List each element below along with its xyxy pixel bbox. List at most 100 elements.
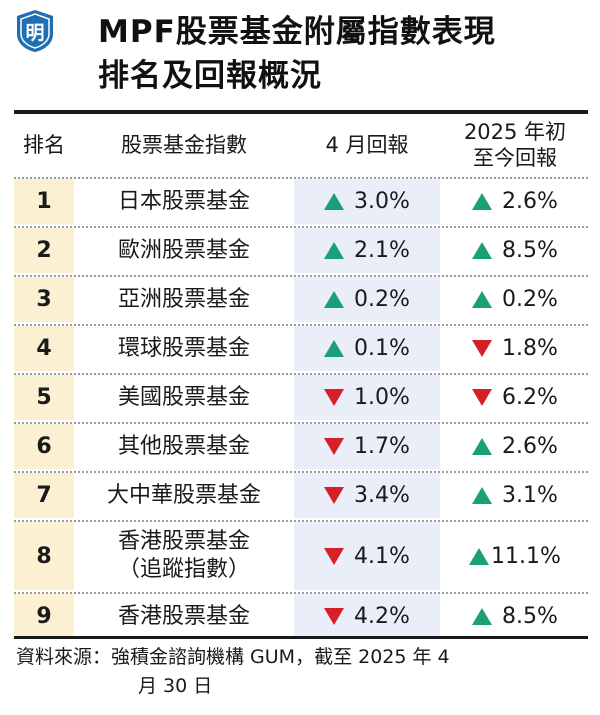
fund-name: 香港股票基金: [117, 529, 250, 554]
ytd-return-cell: 8.5%: [442, 594, 588, 639]
rank-cell: 4: [14, 326, 74, 371]
return-text: 3.4%: [354, 483, 410, 508]
rank-cell: 2: [14, 228, 74, 273]
april-return-cell: 2.1%: [294, 228, 440, 273]
up-triangle-icon: [324, 242, 345, 259]
return-value: 2.1%: [324, 238, 410, 263]
fund-name-note: （追蹤指數）: [117, 557, 250, 582]
up-triangle-icon: [324, 340, 345, 357]
header-ytd-return: 2025 年初 至今回報: [442, 114, 588, 176]
return-value: 2.6%: [472, 189, 558, 214]
down-triangle-icon: [324, 547, 345, 565]
rank-cell: 7: [14, 473, 74, 518]
return-text: 0.2%: [354, 287, 410, 312]
up-triangle-icon: [472, 291, 493, 308]
table-top-rule: [14, 110, 588, 114]
fund-name: 日本股票基金: [117, 188, 250, 214]
rank-cell: 6: [14, 424, 74, 469]
return-value: 3.0%: [324, 189, 410, 214]
source-note: 資料來源：強積金諮詢機構 GUM，截至 2025 年 4 月 30 日: [16, 643, 590, 701]
return-text: 1.7%: [354, 434, 410, 459]
april-return-cell: 4.1%: [294, 522, 440, 590]
return-text: 8.5%: [502, 604, 558, 629]
table-row: 1 日本股票基金 3.0% 2.6%: [14, 177, 588, 224]
rank-cell: 1: [14, 179, 74, 224]
ytd-return-cell: 3.1%: [442, 473, 588, 518]
up-triangle-icon: [472, 193, 493, 210]
return-text: 11.1%: [491, 543, 561, 569]
return-text: 4.2%: [354, 604, 410, 629]
fund-name-cell: 香港股票基金: [76, 594, 292, 639]
return-value: 1.7%: [324, 434, 410, 459]
page-title: MPF股票基金附屬指數表現 排名及回報概況: [98, 10, 496, 98]
return-value: 11.1%: [469, 544, 561, 569]
table-row: 2 歐洲股票基金 2.1% 8.5%: [14, 226, 588, 273]
return-value: 8.5%: [472, 604, 558, 629]
down-triangle-icon: [472, 340, 493, 357]
ytd-return-cell: 6.2%: [442, 375, 588, 420]
fund-name-cell: 大中華股票基金: [76, 473, 292, 518]
fund-name: 環球股票基金: [117, 335, 250, 361]
return-value: 1.0%: [324, 385, 410, 410]
return-value: 0.2%: [324, 287, 410, 312]
ytd-return-cell: 11.1%: [442, 522, 588, 590]
fund-name: 歐洲股票基金: [117, 237, 250, 263]
table-row: 7 大中華股票基金 3.4% 3.1%: [14, 471, 588, 518]
fund-name-cell: 香港股票基金 （追蹤指數）: [76, 522, 292, 590]
header-april-return: 4 月回報: [325, 133, 409, 157]
up-triangle-icon: [472, 242, 493, 259]
return-value: 3.4%: [324, 483, 410, 508]
up-triangle-icon: [469, 547, 490, 565]
april-return-cell: 1.0%: [294, 375, 440, 420]
return-value: 8.5%: [472, 238, 558, 263]
fund-name-cell: 亞洲股票基金: [76, 277, 292, 322]
fund-name: 美國股票基金: [117, 384, 250, 410]
header-fund-index: 股票基金指數: [121, 133, 247, 157]
table-bottom-rule: [14, 636, 588, 639]
return-text: 2.1%: [354, 238, 410, 263]
table-row: 8 香港股票基金 （追蹤指數） 4.1% 11.1%: [14, 520, 588, 590]
title-line-2: 排名及回報概況: [98, 58, 322, 94]
april-return-cell: 0.2%: [294, 277, 440, 322]
return-value: 6.2%: [472, 385, 558, 410]
return-text: 2.6%: [502, 189, 558, 214]
title-line-1: MPF股票基金附屬指數表現: [98, 14, 496, 50]
up-triangle-icon: [472, 608, 493, 625]
rank-cell: 8: [14, 522, 74, 590]
header-rank: 排名: [23, 133, 65, 157]
return-text: 0.1%: [354, 336, 410, 361]
table-row: 6 其他股票基金 1.7% 2.6%: [14, 422, 588, 469]
april-return-cell: 0.1%: [294, 326, 440, 371]
down-triangle-icon: [472, 389, 493, 406]
return-text: 8.5%: [502, 238, 558, 263]
source-line-1: 資料來源：強積金諮詢機構 GUM，截至 2025 年 4: [16, 646, 450, 668]
fund-name: 大中華股票基金: [106, 482, 261, 508]
header-ytd-line-2: 至今回報: [473, 146, 557, 170]
up-triangle-icon: [472, 487, 493, 504]
ytd-return-cell: 2.6%: [442, 179, 588, 224]
ytd-return-cell: 0.2%: [442, 277, 588, 322]
return-text: 1.8%: [502, 336, 558, 361]
logo-text: 明: [25, 22, 44, 44]
ming-pao-logo-icon: 明: [12, 8, 58, 54]
return-value: 4.2%: [324, 604, 410, 629]
fund-name-cell: 其他股票基金: [76, 424, 292, 469]
ytd-return-cell: 2.6%: [442, 424, 588, 469]
down-triangle-icon: [324, 608, 345, 625]
return-text: 0.2%: [502, 287, 558, 312]
table-row: 3 亞洲股票基金 0.2% 0.2%: [14, 275, 588, 322]
fund-name-cell: 美國股票基金: [76, 375, 292, 420]
fund-name-cell: 日本股票基金: [76, 179, 292, 224]
source-line-2: 月 30 日: [138, 675, 213, 697]
up-triangle-icon: [472, 438, 493, 455]
header: 明 MPF股票基金附屬指數表現 排名及回報概況: [0, 0, 600, 108]
return-text: 3.1%: [502, 483, 558, 508]
april-return-cell: 3.4%: [294, 473, 440, 518]
header-ytd-line-1: 2025 年初: [463, 120, 567, 144]
ytd-return-cell: 1.8%: [442, 326, 588, 371]
rank-cell: 3: [14, 277, 74, 322]
return-value: 2.6%: [472, 434, 558, 459]
return-value: 1.8%: [472, 336, 558, 361]
return-value: 0.1%: [324, 336, 410, 361]
rank-cell: 5: [14, 375, 74, 420]
